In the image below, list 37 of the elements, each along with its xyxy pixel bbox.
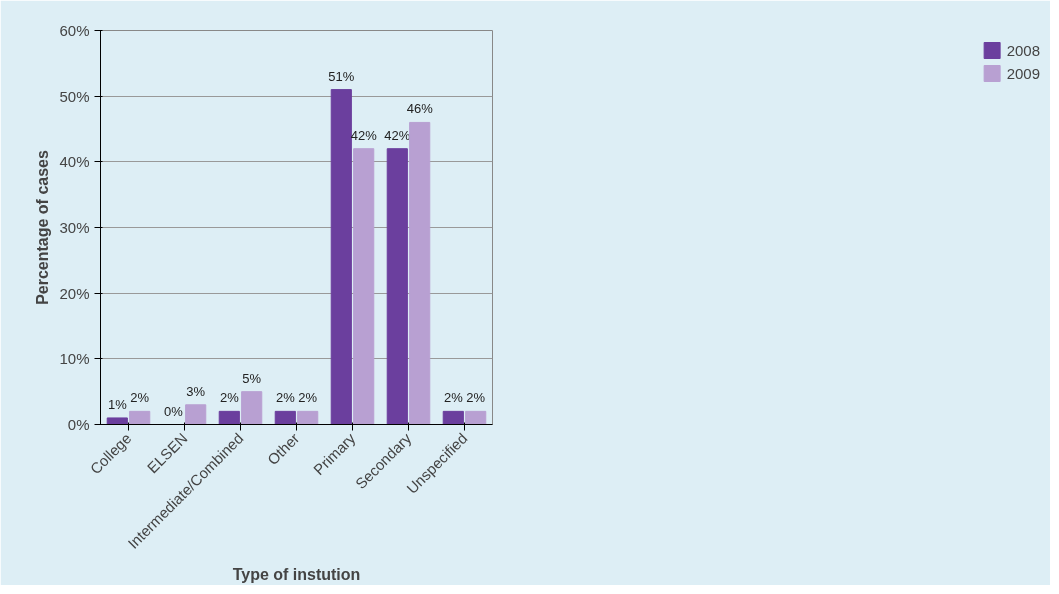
data-label: 2% [298,390,318,406]
data-label: 42% [384,127,411,143]
bar [330,89,352,425]
data-label: 0% [163,403,184,419]
data-label: 2% [275,390,296,406]
bar [465,410,487,425]
data-label: 2% [443,390,464,406]
bar [185,404,207,425]
bar [129,410,151,425]
bar [353,148,375,425]
legend-label: 2008 [1006,41,1040,59]
y-tick-label: 60% [59,22,90,39]
data-label: 3% [186,383,206,399]
y-tick-label: 20% [59,284,90,302]
bar [218,410,240,425]
y-tick-label: 30% [59,219,90,236]
data-label: 2% [130,390,150,406]
data-label: 51% [328,68,355,84]
bar [297,410,319,425]
y-tick-label: 40% [59,153,90,171]
x-axis-title: Type of instution [232,565,361,583]
legend-label: 2009 [1006,64,1040,82]
bar [106,417,128,425]
data-label: 46% [406,101,434,117]
bar [386,148,408,425]
bar [442,410,464,425]
y-tick-label: 10% [59,350,90,368]
data-label: 2% [466,390,486,406]
data-label: 1% [107,396,128,412]
bar [241,391,263,425]
data-label: 2% [219,390,240,406]
bar [274,410,296,425]
y-axis-title: Percentage of cases [34,150,52,305]
data-label: 5% [242,370,262,386]
bar [409,121,431,425]
y-tick-label: 50% [59,87,90,105]
y-tick-label: 0% [67,416,90,433]
